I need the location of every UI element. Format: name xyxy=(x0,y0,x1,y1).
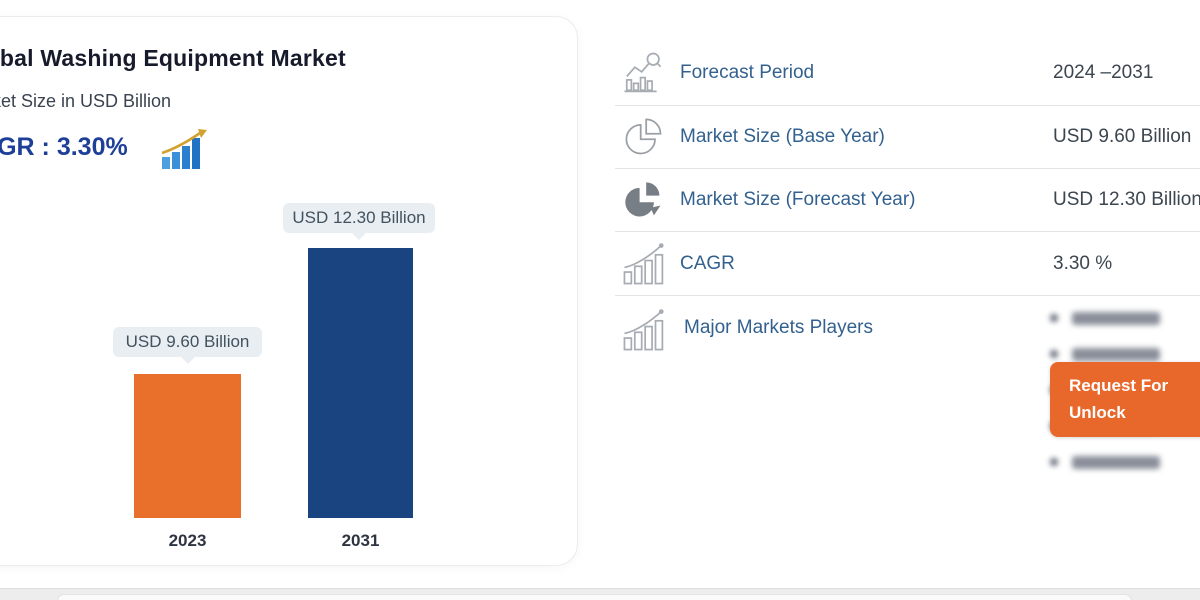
pie-outline-icon xyxy=(620,113,668,161)
players-bars-icon xyxy=(620,306,668,354)
bullet-icon xyxy=(1050,314,1058,322)
table-row-market-size-forecast: Market Size (Forecast Year) USD 12.30 Bi… xyxy=(615,169,1200,232)
cagr-headline: CAGR : 3.30% xyxy=(0,133,128,161)
row-label: Forecast Period xyxy=(680,61,815,83)
blurred-player-name xyxy=(1072,311,1160,325)
bar-value-callout-2031: USD 12.30 Billion xyxy=(283,203,435,240)
row-value: USD 12.30 Billion xyxy=(1053,189,1200,210)
bar-value-callout-2023: USD 9.60 Billion xyxy=(113,327,262,364)
table-row-cagr: CAGR 3.30 % xyxy=(615,232,1200,296)
bar-2023 xyxy=(134,374,241,518)
bullet-icon xyxy=(1050,458,1058,466)
bottom-strip xyxy=(0,588,1200,600)
locked-player-item xyxy=(1050,452,1200,472)
row-value: 3.30 % xyxy=(1053,252,1113,274)
chart-subtitle: Market Size in USD Billion xyxy=(0,91,172,111)
next-section-card-edge xyxy=(57,594,1132,600)
row-label: Market Size (Base Year) xyxy=(680,126,885,147)
row-label: CAGR xyxy=(680,252,735,274)
request-unlock-button[interactable]: Request For Unlock xyxy=(1050,362,1200,437)
table-row-major-players: Major Markets Players xyxy=(615,296,1200,492)
blurred-player-name xyxy=(1072,347,1160,361)
page-title: Global Washing Equipment Market xyxy=(0,45,346,71)
pie-filled-icon xyxy=(620,176,668,224)
row-label: Market Size (Forecast Year) xyxy=(680,189,916,210)
growth-trend-icon xyxy=(161,129,209,171)
cagr-bars-icon xyxy=(620,240,668,288)
blurred-player-name xyxy=(1072,455,1160,469)
market-chart-card: Global Washing Equipment Market Market S… xyxy=(0,16,578,566)
row-value: 2024 –2031 xyxy=(1053,61,1154,83)
bar-2031 xyxy=(308,248,413,518)
row-label: Major Markets Players xyxy=(684,317,873,338)
locked-player-item xyxy=(1050,344,1200,364)
forecast-chart-icon xyxy=(620,49,668,97)
table-row-forecast-period: Forecast Period 2024 –2031 xyxy=(615,40,1200,106)
x-axis-label-2031: 2031 xyxy=(341,531,380,550)
bullet-icon xyxy=(1050,350,1058,358)
table-row-market-size-base: Market Size (Base Year) USD 9.60 Billion xyxy=(615,106,1200,169)
locked-player-item xyxy=(1050,308,1200,328)
x-axis-label-2023: 2023 xyxy=(168,531,207,550)
row-value: USD 9.60 Billion xyxy=(1053,126,1192,147)
market-info-table: Forecast Period 2024 –2031 Market Size (… xyxy=(615,40,1200,492)
